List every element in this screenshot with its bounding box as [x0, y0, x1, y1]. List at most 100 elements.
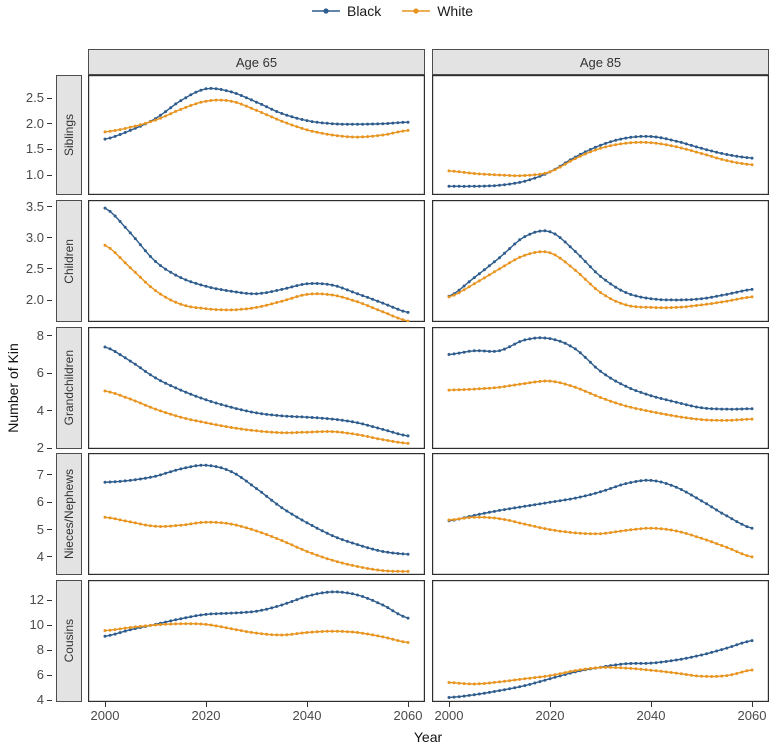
data-point-white [113, 628, 117, 632]
data-point-white [123, 127, 127, 130]
data-point-black [710, 295, 714, 299]
data-point-white [730, 418, 734, 422]
data-point-black [477, 692, 481, 696]
data-point-white [538, 379, 542, 383]
data-point-black [538, 502, 542, 506]
data-point-black [391, 305, 395, 309]
data-point-white [345, 431, 349, 435]
data-point-white [684, 673, 688, 676]
data-point-black [406, 552, 410, 556]
data-point-white [634, 140, 638, 144]
y-tick-mark [47, 237, 52, 239]
y-tick-label: 8 [36, 642, 44, 657]
data-point-black [634, 389, 638, 393]
data-point-black [558, 499, 562, 503]
data-point-white [249, 106, 253, 110]
data-point-black [366, 596, 370, 600]
data-point-white [533, 380, 537, 384]
data-point-white [113, 251, 117, 255]
data-point-black [174, 102, 178, 106]
data-point-black [386, 550, 390, 554]
y-tick-mark [47, 529, 52, 531]
panel-nieces-nephews-age-65 [88, 453, 425, 575]
data-point-black [548, 337, 552, 341]
y-tick-label: 1.0 [25, 167, 44, 182]
data-point-white [508, 174, 512, 177]
data-point-white [750, 295, 754, 299]
data-point-white [553, 528, 557, 532]
data-point-black [229, 289, 233, 293]
data-point-white [295, 632, 299, 636]
data-point-black [159, 113, 162, 117]
data-point-black [498, 256, 501, 260]
data-point-white [614, 530, 618, 534]
data-point-black [138, 477, 142, 481]
data-point-black [487, 510, 491, 514]
data-point-black [583, 260, 587, 263]
data-point-black [568, 497, 572, 501]
data-point-white [452, 169, 456, 173]
facet-column-header-age-65: Age 65 [88, 49, 425, 75]
data-point-white [644, 140, 648, 144]
data-point-black [169, 270, 173, 274]
data-point-black [679, 657, 683, 661]
data-point-white [700, 536, 703, 540]
data-point-black [689, 404, 693, 408]
data-point-white [583, 152, 587, 156]
data-point-black [154, 376, 157, 380]
data-point-black [270, 413, 274, 417]
data-point-white [128, 397, 132, 401]
data-point-black [518, 180, 522, 184]
data-point-white [386, 439, 390, 442]
data-point-black [371, 425, 375, 429]
data-point-white [239, 307, 243, 311]
data-point-white [649, 668, 653, 672]
data-point-white [528, 252, 532, 256]
data-point-black [381, 603, 385, 607]
data-point-black [619, 483, 623, 487]
data-point-black [523, 504, 527, 508]
data-point-white [619, 666, 623, 670]
data-point-white [371, 436, 375, 440]
data-point-black [558, 674, 562, 678]
data-point-white [482, 276, 486, 280]
data-point-white [462, 288, 466, 292]
data-point-black [209, 464, 213, 468]
data-point-white [133, 124, 137, 128]
data-point-black [715, 150, 719, 154]
data-point-black [194, 90, 198, 94]
data-point-white [503, 385, 506, 389]
data-point-black [568, 344, 572, 348]
data-point-white [654, 306, 658, 310]
data-point-black [447, 184, 451, 188]
data-point-black [634, 135, 638, 139]
data-point-white [204, 99, 208, 103]
data-point-black [720, 511, 724, 515]
data-point-black [169, 470, 173, 474]
data-point-black [280, 112, 284, 115]
data-point-black [224, 289, 228, 292]
data-point-white [604, 294, 608, 298]
data-point-white [715, 542, 719, 546]
data-point-white [123, 626, 127, 630]
data-point-white [113, 392, 117, 395]
data-point-white [229, 426, 233, 429]
panel-nieces-nephews-age-85 [432, 453, 769, 575]
data-point-white [179, 302, 183, 306]
data-point-white [558, 529, 562, 533]
data-point-white [381, 310, 385, 314]
data-point-black [543, 678, 547, 682]
data-point-white [669, 144, 673, 148]
data-point-white [609, 665, 613, 669]
data-point-white [265, 303, 269, 307]
data-point-black [376, 122, 380, 126]
facet-row-strip-children: Children [56, 200, 82, 322]
data-point-black [563, 341, 567, 345]
data-point-black [128, 628, 132, 632]
data-point-black [315, 416, 319, 420]
y-tick-mark [47, 148, 52, 150]
data-point-black [659, 397, 663, 400]
data-point-black [558, 236, 562, 240]
data-point-white [108, 129, 112, 133]
data-point-white [174, 414, 178, 418]
